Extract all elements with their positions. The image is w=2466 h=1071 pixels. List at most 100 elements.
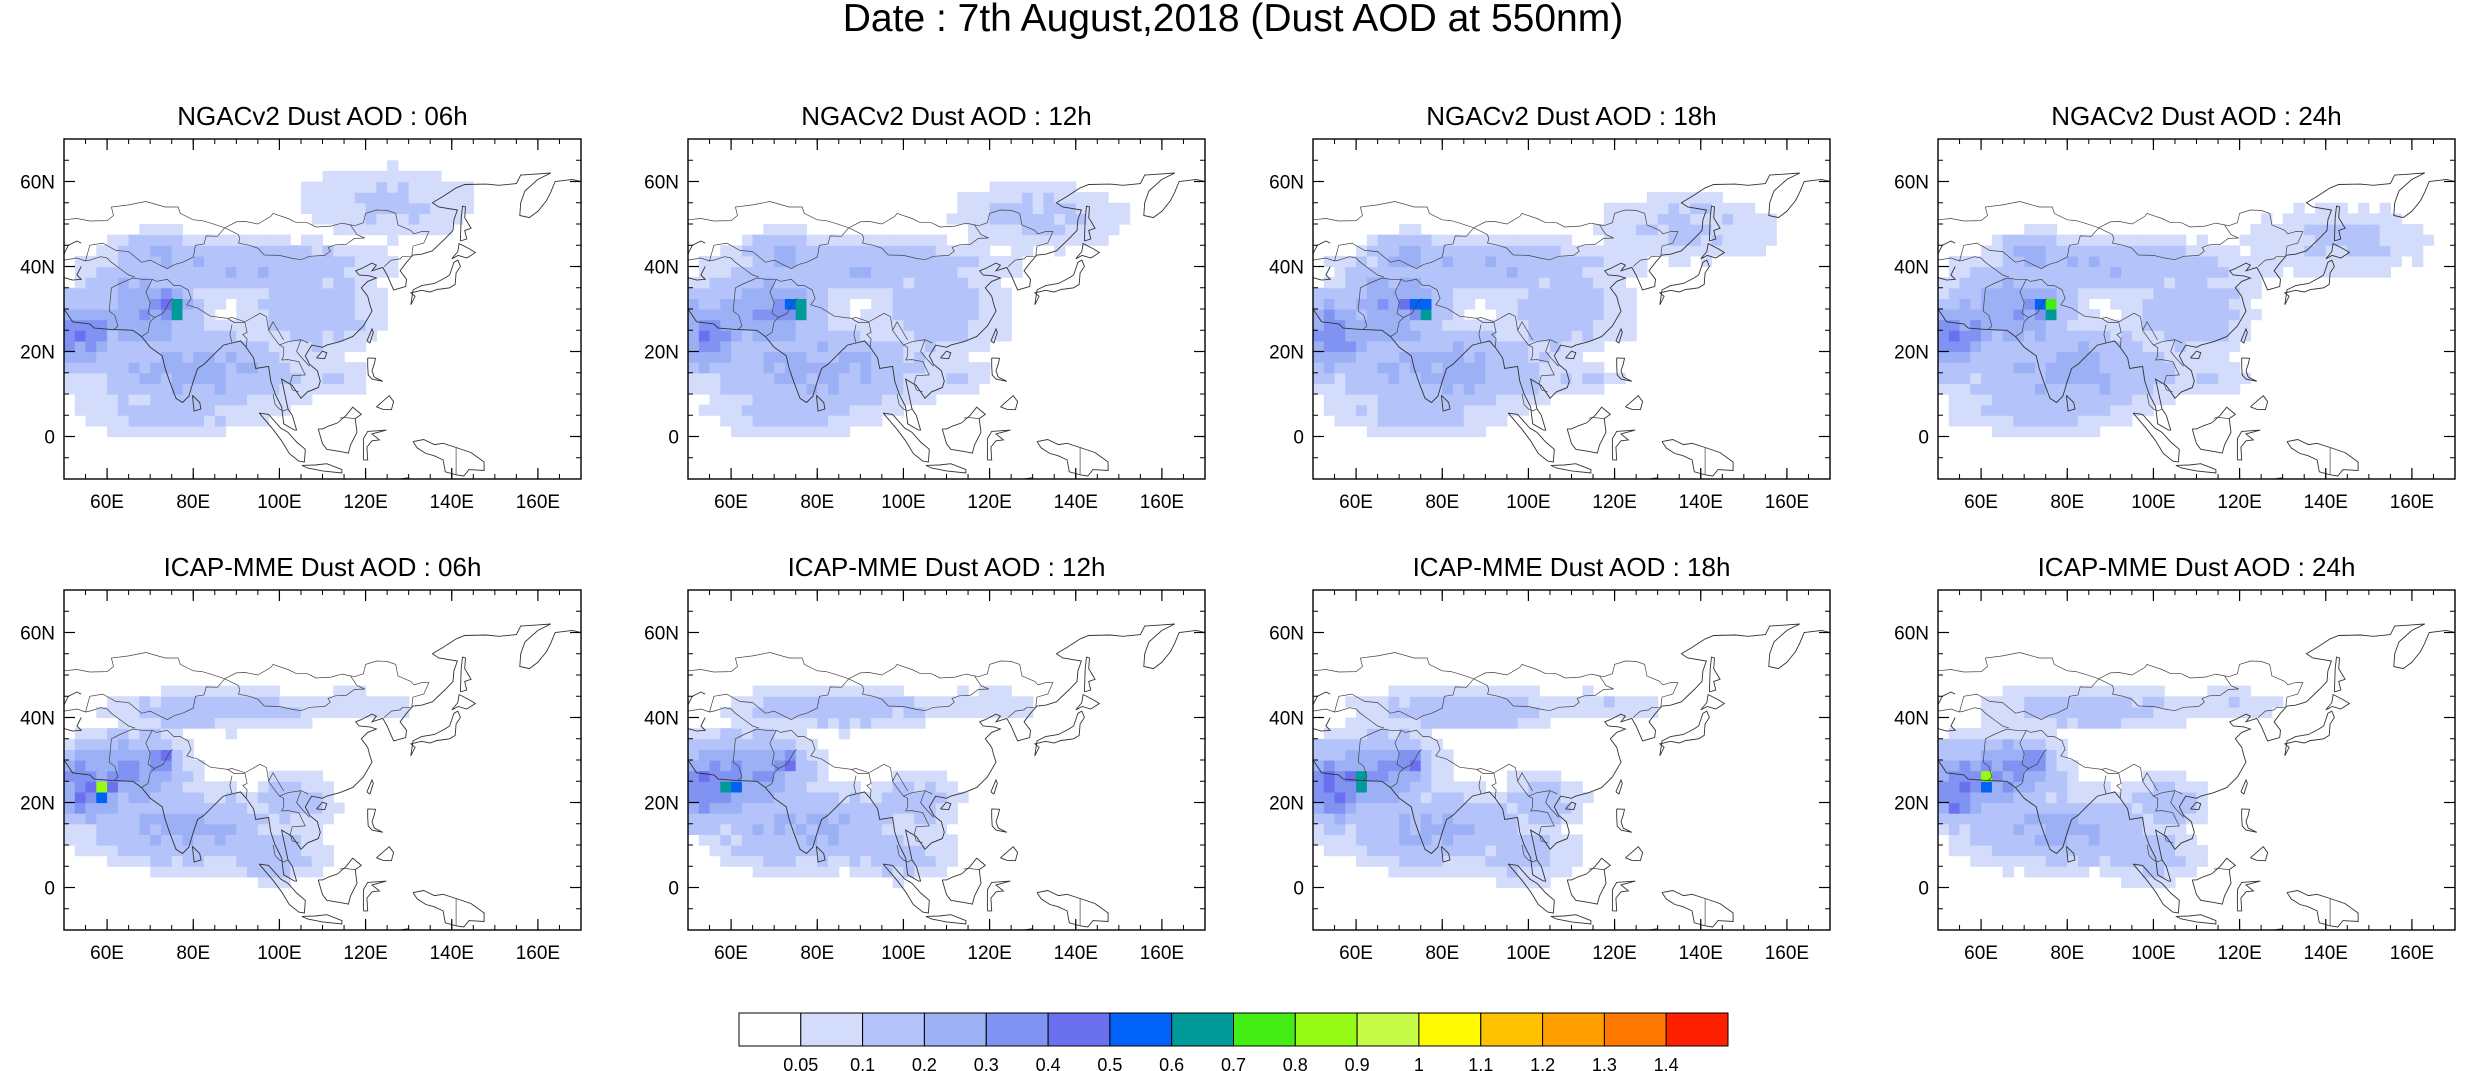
aod-cell xyxy=(301,287,313,299)
aod-cell xyxy=(914,394,926,406)
aod-cell xyxy=(2024,760,2036,772)
aod-cell xyxy=(1571,855,1583,867)
aod-cell xyxy=(1679,213,1691,225)
aod-cell xyxy=(1528,372,1540,384)
aod-cell xyxy=(2034,298,2047,310)
aod-cell xyxy=(344,255,356,268)
aod-cell xyxy=(171,813,184,825)
aod-cell xyxy=(849,834,861,846)
aod-cell xyxy=(1388,855,1400,867)
aod-cell xyxy=(1366,855,1379,867)
aod-cell xyxy=(301,383,313,395)
aod-cell xyxy=(698,738,711,750)
aod-cell xyxy=(2034,855,2047,867)
aod-cell xyxy=(301,266,313,278)
aod-cell xyxy=(2024,781,2036,793)
aod-cell xyxy=(1700,255,1713,268)
coastline xyxy=(2132,412,2180,463)
aod-cell xyxy=(2271,224,2284,236)
lon-tick-label: 100E xyxy=(257,492,301,513)
aod-cell xyxy=(139,351,151,363)
aod-cell xyxy=(925,394,937,406)
aod-cell xyxy=(1668,192,1680,204)
aod-cell xyxy=(1571,287,1583,299)
aod-cell xyxy=(2078,319,2090,331)
aod-cell xyxy=(838,298,851,310)
aod-cell xyxy=(311,770,324,782)
aod-cell xyxy=(2207,706,2219,719)
aod-cell xyxy=(2078,340,2090,353)
aod-cell xyxy=(903,372,915,384)
aod-cell xyxy=(150,383,162,395)
aod-cell xyxy=(946,845,958,857)
aod-cell xyxy=(860,383,872,395)
aod-cell xyxy=(2153,330,2165,342)
aod-cell xyxy=(2131,394,2144,406)
aod-cell xyxy=(2250,266,2262,278)
aod-cell xyxy=(1409,760,1422,772)
aod-cell xyxy=(1313,749,1325,761)
aod-cell xyxy=(1938,277,1950,289)
aod-cell xyxy=(268,855,280,867)
aod-cell xyxy=(1313,351,1325,363)
aod-cell xyxy=(871,781,883,793)
aod-cell xyxy=(1571,245,1583,257)
aod-cell xyxy=(182,383,194,395)
aod-cell xyxy=(2002,717,2014,729)
lat-tick-label: 40N xyxy=(1894,258,1929,279)
aod-cell xyxy=(774,728,786,740)
country-border xyxy=(272,844,289,863)
lat-tick-label: 20N xyxy=(20,794,55,815)
aod-cell xyxy=(1582,266,1594,278)
aod-cell xyxy=(741,845,754,857)
aod-cell xyxy=(752,234,764,246)
aod-cell xyxy=(978,245,991,257)
aod-cell xyxy=(2078,362,2090,374)
aod-cell xyxy=(1334,266,1346,278)
aod-cell xyxy=(1991,372,2004,384)
aod-cell xyxy=(2110,791,2122,804)
aod-cell xyxy=(1463,791,1476,804)
aod-cell xyxy=(74,266,87,278)
aod-cell xyxy=(763,728,775,740)
aod-cell xyxy=(1000,696,1012,708)
aod-cell xyxy=(301,855,313,867)
aod-cell xyxy=(925,234,937,246)
aod-cell xyxy=(354,706,367,719)
aod-cell xyxy=(1323,791,1336,804)
aod-cell xyxy=(387,234,399,246)
coastline xyxy=(412,890,485,928)
aod-cell xyxy=(96,383,108,395)
aod-cell xyxy=(774,823,786,835)
aod-cell xyxy=(795,802,808,814)
aod-cell xyxy=(344,202,356,214)
aod-cell xyxy=(1981,298,1993,310)
aod-cell xyxy=(881,696,894,708)
aod-cell xyxy=(1485,866,1497,878)
aod-cell xyxy=(2067,255,2079,268)
aod-cell xyxy=(2379,234,2391,246)
aod-cell xyxy=(871,287,883,299)
coastline xyxy=(1938,172,2455,431)
aod-cell xyxy=(1420,351,1433,363)
aod-cell xyxy=(881,277,894,289)
aod-cell xyxy=(290,834,302,846)
aod-cell xyxy=(1700,202,1713,214)
aod-cell xyxy=(1959,823,1971,835)
aod-cell xyxy=(214,696,227,708)
aod-cell xyxy=(204,425,216,438)
aod-cell xyxy=(85,351,97,363)
aod-cell xyxy=(914,802,926,814)
coastline xyxy=(2236,429,2261,461)
aod-cell xyxy=(720,266,732,278)
aod-cell xyxy=(365,309,377,321)
aod-cell xyxy=(2142,372,2154,384)
aod-cell xyxy=(354,170,367,183)
aod-cell xyxy=(322,802,334,814)
aod-cell xyxy=(1323,277,1336,289)
aod-cell xyxy=(838,351,851,363)
aod-cell xyxy=(935,834,948,846)
aod-cell xyxy=(1948,309,1961,321)
aod-cell xyxy=(763,340,775,353)
aod-cell xyxy=(1388,245,1400,257)
